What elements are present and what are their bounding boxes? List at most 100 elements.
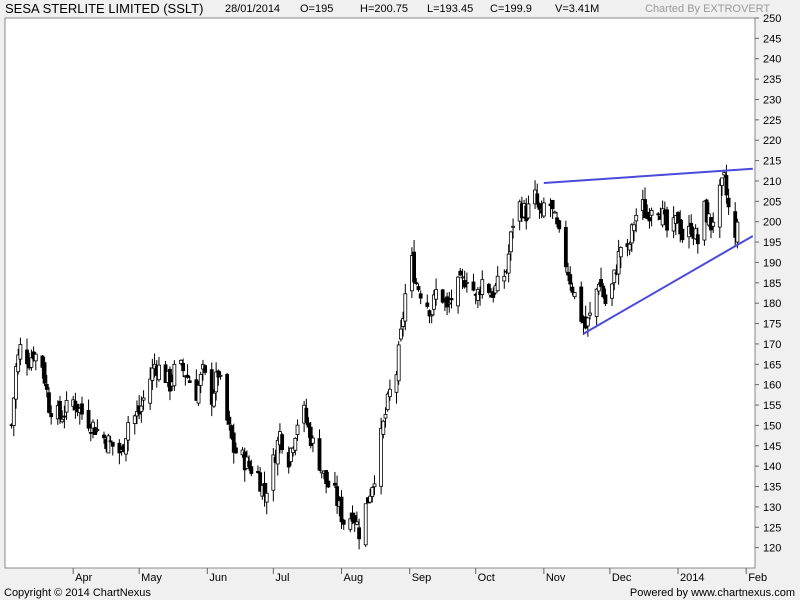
candle-body <box>440 289 445 303</box>
candle-body <box>324 470 329 485</box>
candle-body <box>368 495 373 503</box>
y-tick-label: 200 <box>763 217 781 229</box>
candle-body <box>425 302 430 307</box>
candle-body <box>610 283 614 299</box>
candle-body <box>491 291 496 298</box>
candle-body <box>596 283 601 292</box>
candle-body <box>47 392 51 413</box>
candle-body <box>394 374 399 393</box>
x-tick-label: Jun <box>209 572 227 584</box>
candle-body <box>225 374 230 421</box>
candle-body <box>216 370 221 378</box>
candle-body <box>671 217 676 232</box>
candle-body <box>295 424 300 435</box>
y-tick-label: 135 <box>763 482 781 494</box>
candle-body <box>58 401 62 419</box>
candle-body <box>689 222 694 235</box>
candle-body <box>412 251 416 283</box>
candle-body <box>656 213 661 216</box>
candle-body <box>306 422 311 428</box>
candle-body <box>110 441 115 447</box>
candle-body <box>616 251 621 275</box>
quote-date: 28/01/2014 <box>225 3 281 15</box>
candle-body <box>132 415 137 424</box>
candle-body <box>541 202 546 217</box>
candle-body <box>157 364 161 381</box>
candle-body <box>280 434 285 450</box>
candle-body <box>612 269 617 284</box>
y-tick-label: 190 <box>763 257 781 269</box>
candle-body <box>308 426 313 447</box>
candle-body <box>333 482 337 486</box>
candle-body <box>495 275 500 292</box>
candle-body <box>352 515 357 524</box>
candle-body <box>588 312 592 316</box>
x-tick-label: Nov <box>546 572 566 584</box>
candle-body <box>264 492 269 503</box>
chart-header: SESA STERLITE LIMITED (SSLT) 28/01/2014 … <box>0 0 800 18</box>
candle-body <box>16 354 21 373</box>
candle-body <box>647 217 652 222</box>
candle-body <box>579 286 584 322</box>
x-tick-label: Aug <box>344 572 364 584</box>
candle-body <box>572 292 577 298</box>
candle-body <box>629 224 634 244</box>
candle-body <box>585 317 590 327</box>
candle-body <box>704 199 709 223</box>
candle-body <box>227 416 232 425</box>
candle-body <box>25 349 29 365</box>
candle-body <box>372 483 377 488</box>
candle-body <box>486 283 491 293</box>
candle-body <box>196 384 201 404</box>
candle-body <box>735 221 740 243</box>
candle-body <box>231 432 236 453</box>
candle-body <box>396 344 401 382</box>
candle-body <box>563 226 568 268</box>
candle-body <box>44 384 49 390</box>
x-tick-label: 2014 <box>680 572 704 584</box>
y-tick-label: 220 <box>763 135 781 147</box>
candle-body <box>91 421 95 429</box>
charted-by-label: Charted By EXTROVERT <box>645 3 771 15</box>
candle-body <box>726 197 731 208</box>
candle-body <box>599 279 603 288</box>
y-tick-label: 205 <box>763 196 781 208</box>
candle-body <box>398 328 403 340</box>
candle-body <box>511 225 515 228</box>
x-tick-label: Feb <box>748 572 767 584</box>
candle-body <box>141 397 146 401</box>
candle-body <box>93 427 98 436</box>
candle-body <box>460 276 465 279</box>
candle-body <box>449 298 454 301</box>
candle-body <box>387 388 392 398</box>
x-tick-label: Oct <box>478 572 495 584</box>
candle-body <box>665 209 669 231</box>
y-tick-label: 125 <box>763 522 781 534</box>
candle-body <box>535 193 540 205</box>
candle-body <box>62 415 67 418</box>
candle-body <box>570 286 575 293</box>
candle-body <box>471 281 476 291</box>
candle-body <box>80 403 84 415</box>
x-tick-label: Sep <box>412 572 432 584</box>
trend-line <box>582 235 754 335</box>
y-tick-label: 120 <box>763 543 781 555</box>
candle-body <box>335 486 340 506</box>
x-tick-label: Jul <box>275 572 289 584</box>
candle-body <box>256 471 260 473</box>
candle-body <box>383 414 388 419</box>
candle-body <box>108 440 113 443</box>
candle-body <box>348 518 353 530</box>
candle-body <box>185 374 190 378</box>
candle-body <box>370 487 375 497</box>
candle-body <box>403 293 408 322</box>
candle-body <box>508 231 513 253</box>
quote-low: L=193.45 <box>427 3 474 15</box>
candle-body <box>311 437 315 444</box>
candle-body <box>711 221 716 227</box>
candle-body <box>594 288 599 317</box>
candle-body <box>401 318 405 327</box>
candle-body <box>326 480 331 488</box>
y-tick-label: 250 <box>763 13 781 25</box>
